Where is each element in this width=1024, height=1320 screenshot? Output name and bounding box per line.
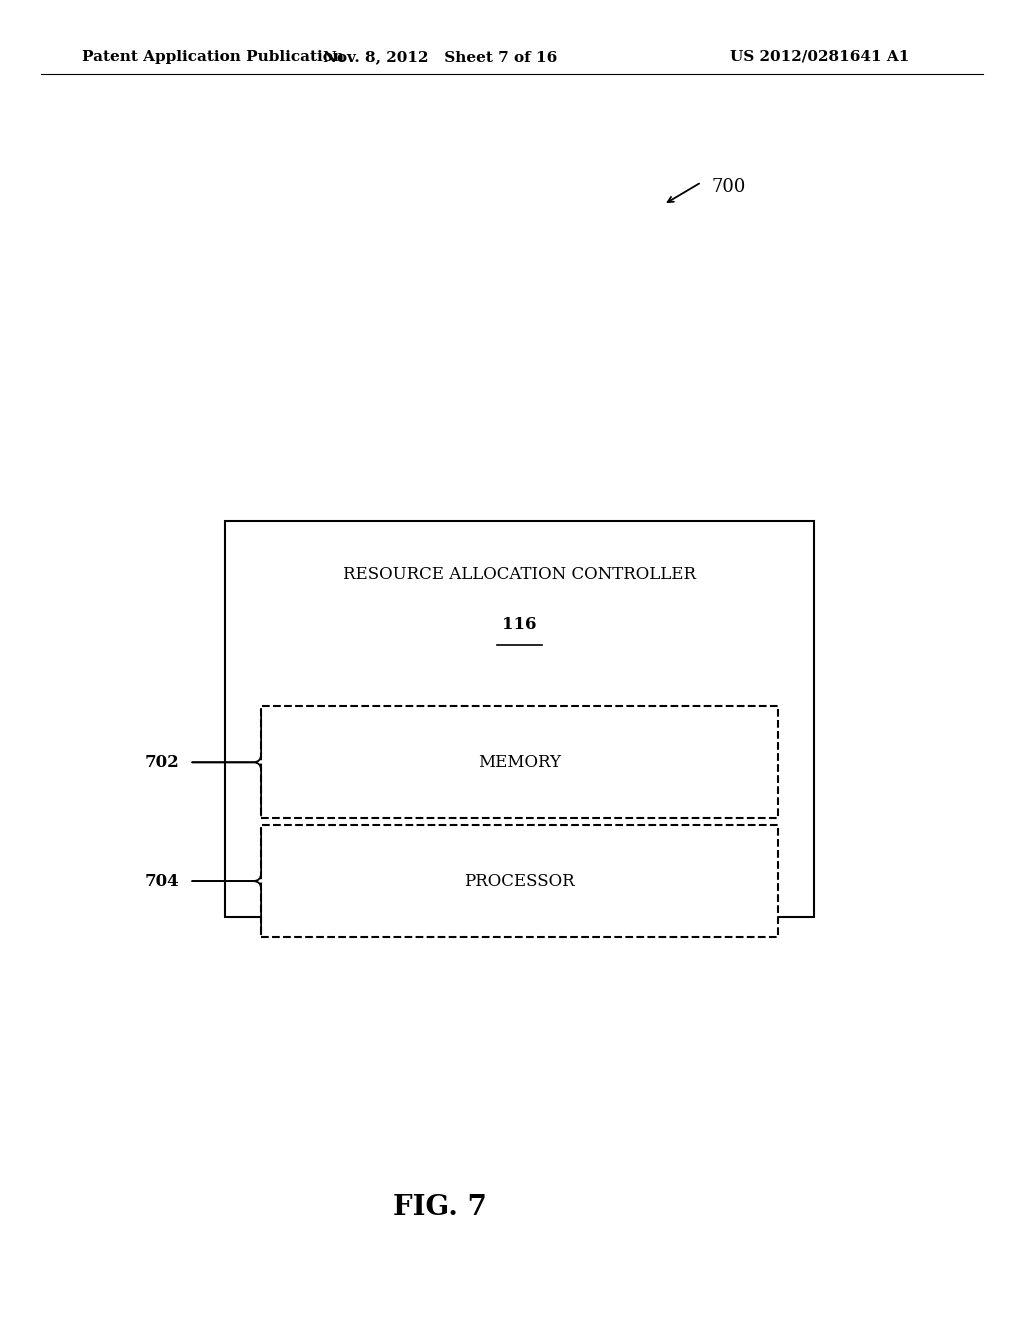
Text: Patent Application Publication: Patent Application Publication bbox=[82, 50, 344, 63]
FancyBboxPatch shape bbox=[225, 521, 814, 917]
Text: 700: 700 bbox=[712, 178, 746, 197]
Text: 704: 704 bbox=[144, 873, 179, 890]
Text: RESOURCE ALLOCATION CONTROLLER: RESOURCE ALLOCATION CONTROLLER bbox=[343, 566, 696, 582]
Text: 702: 702 bbox=[144, 754, 179, 771]
Text: 116: 116 bbox=[503, 616, 537, 632]
Text: US 2012/0281641 A1: US 2012/0281641 A1 bbox=[729, 50, 909, 63]
Text: PROCESSOR: PROCESSOR bbox=[464, 873, 575, 890]
Text: Nov. 8, 2012   Sheet 7 of 16: Nov. 8, 2012 Sheet 7 of 16 bbox=[324, 50, 557, 63]
Text: FIG. 7: FIG. 7 bbox=[393, 1195, 487, 1221]
FancyBboxPatch shape bbox=[261, 825, 778, 937]
FancyBboxPatch shape bbox=[261, 706, 778, 818]
Text: MEMORY: MEMORY bbox=[478, 754, 561, 771]
